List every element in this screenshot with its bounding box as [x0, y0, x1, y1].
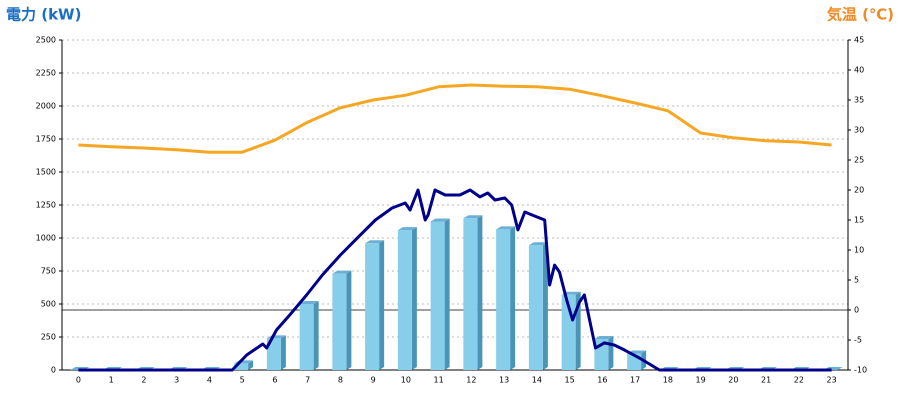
bar — [365, 240, 385, 370]
bar-part — [248, 360, 254, 370]
x-tick-label: 4 — [207, 376, 212, 385]
bar — [397, 227, 417, 370]
y-tick-label: 2500 — [36, 36, 56, 45]
bar — [332, 270, 352, 370]
bar-part — [463, 215, 483, 219]
x-tick-label: 0 — [76, 376, 81, 385]
x-tick-label: 19 — [696, 376, 706, 385]
y-tick-label: 2000 — [36, 102, 56, 111]
bar-part — [594, 335, 614, 339]
x-tick-label: 8 — [338, 376, 343, 385]
x-tick-label: 9 — [371, 376, 376, 385]
x-tick-label: 23 — [827, 376, 837, 385]
y2-tick-label: 25 — [854, 156, 864, 165]
bar-part — [542, 242, 548, 370]
bar-part — [397, 227, 417, 231]
x-tick-label: 5 — [240, 376, 245, 385]
y-tick-label: 1250 — [36, 201, 56, 210]
bar — [463, 215, 483, 370]
bar-part — [332, 270, 352, 274]
bar-part — [379, 240, 385, 370]
bar-part — [266, 338, 281, 370]
bar-part — [430, 221, 445, 370]
bar-part — [477, 215, 483, 370]
y-tick-label: 500 — [41, 300, 56, 309]
bar-part — [430, 218, 450, 222]
bar-part — [444, 218, 450, 370]
bar-part — [496, 226, 516, 230]
bar-part — [365, 240, 385, 244]
y2-tick-label: 20 — [854, 186, 864, 195]
y2-tick-label: -5 — [854, 336, 862, 345]
y2-tick-label: -10 — [854, 366, 867, 375]
y-tick-label: 1500 — [36, 168, 56, 177]
y2-axis-title: 気温 (℃) — [827, 6, 894, 24]
bar — [430, 218, 450, 370]
bar-part — [411, 227, 417, 370]
x-tick-label: 2 — [141, 376, 146, 385]
bar — [496, 226, 516, 370]
x-tick-label: 14 — [532, 376, 542, 385]
y-tick-label: 0 — [51, 366, 56, 375]
bar-part — [510, 226, 516, 370]
bar-part — [528, 242, 548, 246]
x-tick-label: 18 — [663, 376, 673, 385]
x-tick-label: 22 — [794, 376, 804, 385]
y2-tick-label: 45 — [854, 36, 864, 45]
y-tick-label: 2250 — [36, 69, 56, 78]
bar-part — [397, 230, 412, 370]
y2-tick-label: 5 — [854, 276, 859, 285]
bar-part — [496, 229, 511, 370]
y2-tick-label: 0 — [854, 306, 859, 315]
x-tick-label: 20 — [728, 376, 738, 385]
y-axis-title: 電力 (kW) — [6, 6, 81, 24]
x-tick-label: 17 — [630, 376, 640, 385]
bar-part — [234, 363, 249, 370]
bar-part — [365, 243, 380, 370]
x-tick-label: 21 — [761, 376, 771, 385]
y-tick-label: 250 — [41, 333, 56, 342]
y2-tick-label: 15 — [854, 216, 864, 225]
bar-part — [313, 301, 319, 370]
x-tick-label: 16 — [597, 376, 607, 385]
power-line — [78, 188, 832, 372]
x-tick-label: 1 — [109, 376, 114, 385]
x-tick-label: 6 — [272, 376, 277, 385]
bar-part — [346, 270, 352, 370]
bar — [266, 335, 286, 370]
y2-tick-label: 35 — [854, 96, 864, 105]
y2-tick-label: 10 — [854, 246, 864, 255]
x-tick-label: 12 — [466, 376, 476, 385]
bar — [528, 242, 548, 370]
y-tick-label: 1000 — [36, 234, 56, 243]
x-tick-label: 11 — [434, 376, 444, 385]
x-tick-label: 13 — [499, 376, 509, 385]
bar — [299, 301, 319, 370]
x-tick-label: 15 — [565, 376, 575, 385]
bar-part — [608, 335, 614, 370]
y-tick-label: 1750 — [36, 135, 56, 144]
temperature-line — [78, 83, 832, 154]
y2-tick-label: 30 — [854, 126, 864, 135]
bar-part — [299, 301, 319, 304]
bar-part — [280, 335, 286, 370]
y-tick-label: 750 — [41, 267, 56, 276]
y2-tick-label: 40 — [854, 66, 864, 75]
bar-part — [299, 304, 314, 370]
x-tick-label: 3 — [174, 376, 179, 385]
bar — [594, 335, 614, 370]
bar-part — [528, 245, 543, 370]
x-tick-label: 10 — [401, 376, 411, 385]
bar-part — [332, 273, 347, 370]
x-tick-label: 7 — [305, 376, 310, 385]
bar-part — [463, 218, 478, 370]
